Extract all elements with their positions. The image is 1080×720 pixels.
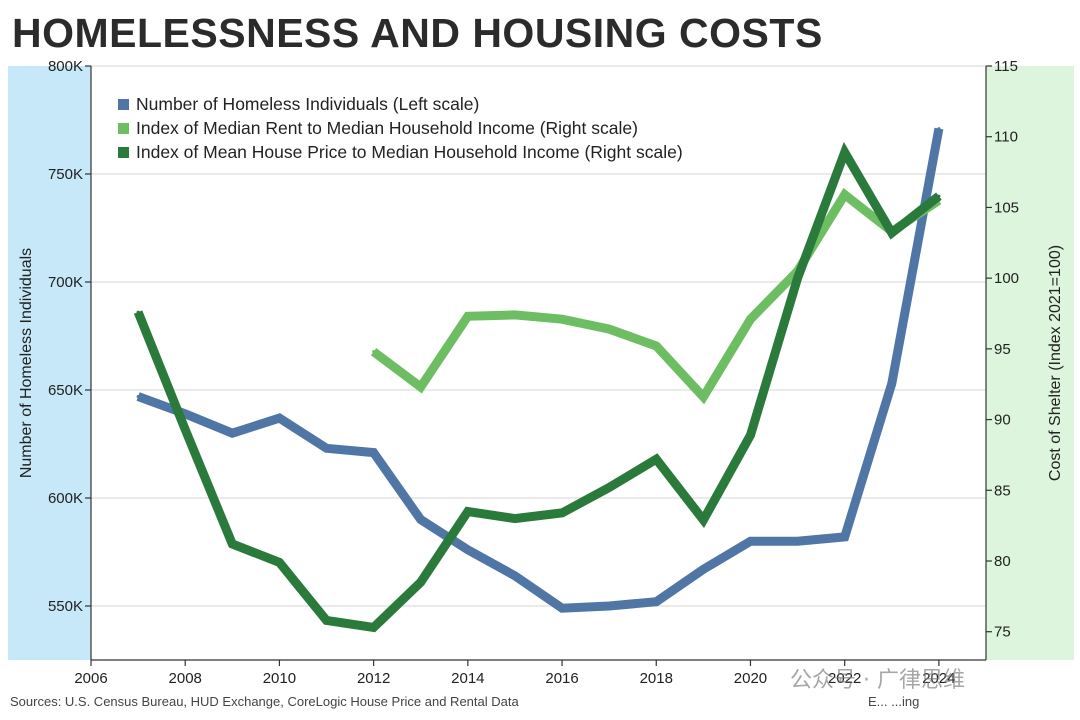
data-point (325, 446, 329, 450)
y-tick-label: 600K (48, 490, 83, 507)
data-point (843, 193, 847, 197)
y2-tick-label: 95 (994, 341, 1011, 358)
x-tick-label: 2022 (828, 670, 861, 687)
data-point (654, 600, 658, 604)
data-point (136, 310, 140, 314)
data-point (419, 518, 423, 522)
homeless-series-line (136, 127, 944, 613)
data-point (560, 511, 564, 515)
y2-tick-label: 85 (994, 482, 1011, 499)
x-tick-label: 2024 (922, 670, 955, 687)
data-point (796, 276, 800, 280)
data-point (513, 574, 517, 578)
y2-tick-label: 105 (994, 199, 1019, 216)
y-tick-label: 650K (48, 382, 83, 399)
x-tick-label: 2018 (640, 670, 673, 687)
data-point (372, 451, 376, 455)
data-point (419, 580, 423, 584)
data-point (136, 394, 140, 398)
data-point (796, 539, 800, 543)
x-tick-label: 2010 (263, 670, 296, 687)
legend-label: Index of Median Rent to Median Household… (136, 118, 638, 138)
rent-index-series-line (370, 188, 942, 405)
y-axis-title: Number of Homeless Individuals (18, 248, 35, 478)
data-point (560, 606, 564, 610)
data-point (183, 427, 187, 431)
publisher-logo-text: E... ...ing (868, 694, 920, 709)
x-tick-label: 2020 (734, 670, 767, 687)
data-point (701, 567, 705, 571)
data-point (513, 517, 517, 521)
x-tick-label: 2006 (74, 670, 107, 687)
y-tick-label: 800K (48, 58, 83, 75)
source-note: Sources: U.S. Census Bureau, HUD Exchang… (10, 694, 519, 709)
page-title: HOMELESSNESS AND HOUSING COSTS (12, 10, 823, 56)
data-point (513, 313, 517, 317)
y2-tick-label: 110 (994, 129, 1018, 146)
data-point (183, 412, 187, 416)
x-tick-label: 2014 (451, 670, 484, 687)
y-tick-label: 700K (48, 274, 83, 291)
left-axis-band (8, 66, 91, 660)
legend-label: Number of Homeless Individuals (Left sca… (136, 94, 479, 114)
data-point (607, 485, 611, 489)
y2-tick-label: 90 (994, 412, 1011, 429)
data-point (277, 416, 281, 420)
y2-tick-label: 100 (994, 270, 1019, 287)
data-point (419, 385, 423, 389)
data-point (654, 344, 658, 348)
data-point (372, 350, 376, 354)
x-tick-label: 2008 (169, 670, 202, 687)
y-tick-label: 550K (48, 598, 83, 615)
y-tick-label: 750K (48, 166, 83, 183)
legend-swatch (118, 147, 129, 158)
y2-tick-label: 80 (994, 553, 1011, 570)
house-price-index-series-line (133, 141, 942, 633)
data-point (560, 317, 564, 321)
data-point (607, 604, 611, 608)
data-point (748, 539, 752, 543)
data-point (654, 457, 658, 461)
data-point (277, 560, 281, 564)
data-point (607, 327, 611, 331)
y2-tick-label: 115 (994, 58, 1018, 75)
x-tick-label: 2012 (357, 670, 390, 687)
data-point (325, 618, 329, 622)
data-point (843, 535, 847, 539)
data-point (748, 433, 752, 437)
data-point (701, 518, 705, 522)
legend-label: Index of Mean House Price to Median Hous… (136, 142, 683, 162)
watermark: 公众号 · 广律思维 (790, 668, 965, 693)
right-axis-band (986, 66, 1074, 660)
data-point (230, 542, 234, 546)
x-tick-label: 2016 (545, 670, 578, 687)
data-point (466, 510, 470, 513)
data-point (372, 625, 376, 629)
legend-swatch (118, 123, 129, 134)
y2-tick-label: 75 (994, 624, 1011, 641)
data-point (890, 231, 894, 235)
data-point (843, 150, 847, 154)
data-point (748, 317, 752, 321)
y2-axis-title: Cost of Shelter (Index 2021=100) (1047, 245, 1064, 481)
data-point (466, 548, 470, 552)
data-point (937, 194, 941, 198)
legend-swatch (118, 99, 129, 110)
data-point (466, 314, 470, 318)
data-point (890, 382, 894, 386)
data-point (230, 431, 234, 435)
data-point (701, 395, 705, 399)
data-point (937, 127, 941, 131)
